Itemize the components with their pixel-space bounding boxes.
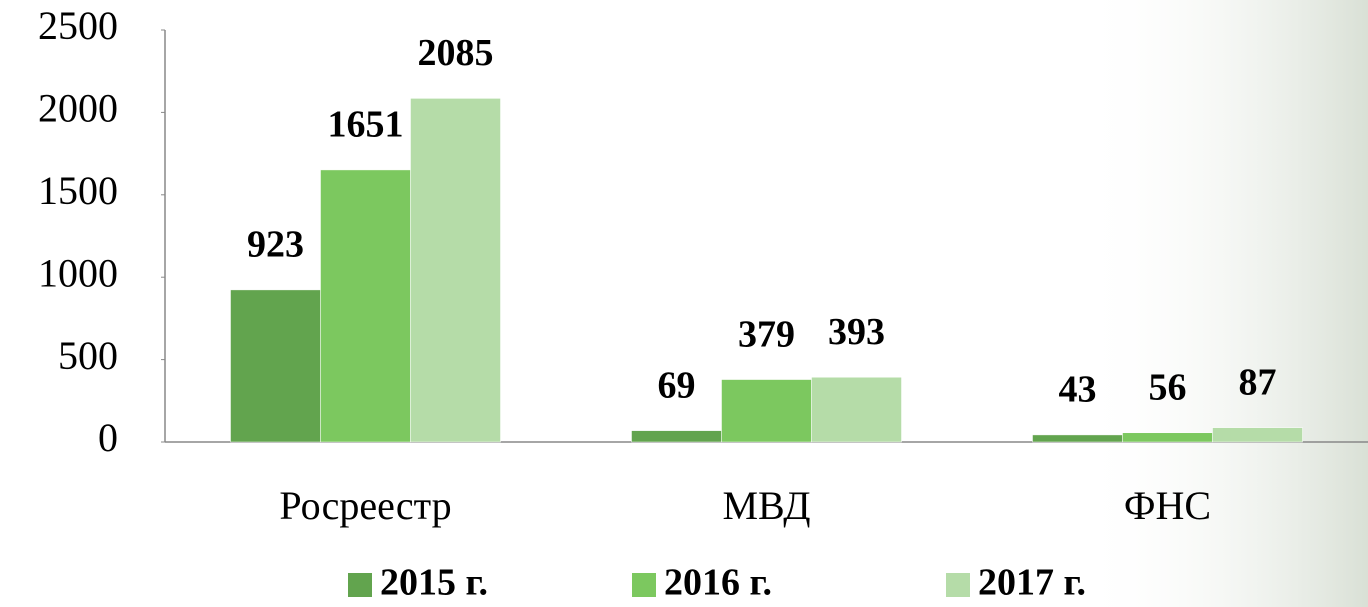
x-tick-label: Росреестр: [279, 483, 451, 528]
bar: [231, 290, 321, 442]
value-label: 56: [1149, 366, 1187, 408]
legend-label: 2015 г.: [380, 562, 488, 604]
legend-label: 2017 г.: [978, 562, 1086, 604]
x-tick-label: ФНС: [1124, 483, 1211, 528]
legend-label: 2016 г.: [664, 562, 772, 604]
value-label: 43: [1059, 369, 1097, 411]
bar: [411, 98, 501, 442]
bar: [1123, 433, 1213, 442]
y-tick-label: 1000: [38, 250, 118, 295]
value-label: 923: [247, 224, 304, 266]
value-label: 393: [828, 311, 885, 353]
value-label: 69: [658, 364, 696, 406]
bar: [632, 431, 722, 442]
bar: [1213, 428, 1303, 442]
value-label: 2085: [418, 32, 494, 74]
value-label: 1651: [328, 104, 404, 146]
chart: 0 500 1000 1500 2000 2500 Росреестр 923 1651 2085…: [0, 0, 1368, 607]
bar: [1033, 435, 1123, 442]
legend-swatch: [348, 573, 372, 597]
y-tick-label: 0: [98, 415, 118, 460]
x-tick-label: МВД: [722, 483, 810, 528]
bar: [722, 380, 812, 442]
y-tick-label: 2500: [38, 3, 118, 48]
bar: [321, 170, 411, 442]
page: {"chart_data": {"type": "bar", "categori…: [0, 0, 1368, 607]
legend-swatch: [946, 573, 970, 597]
legend-swatch: [632, 573, 656, 597]
value-label: 87: [1239, 361, 1277, 403]
y-tick-label: 1500: [38, 168, 118, 213]
value-label: 379: [738, 313, 795, 355]
y-tick-label: 500: [58, 333, 118, 378]
y-tick-label: 2000: [38, 86, 118, 131]
bar: [812, 377, 902, 442]
